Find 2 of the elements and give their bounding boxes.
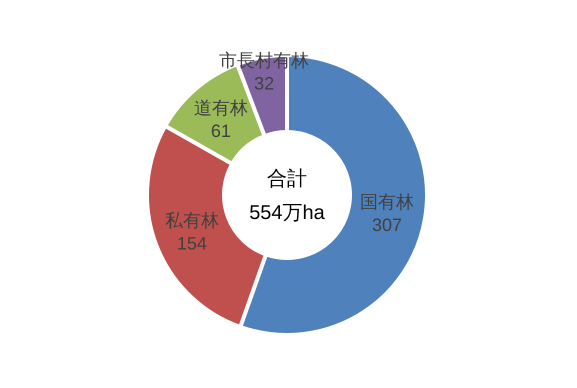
annotation: 554万ha (249, 202, 325, 224)
annotation: 合計 (267, 168, 307, 190)
